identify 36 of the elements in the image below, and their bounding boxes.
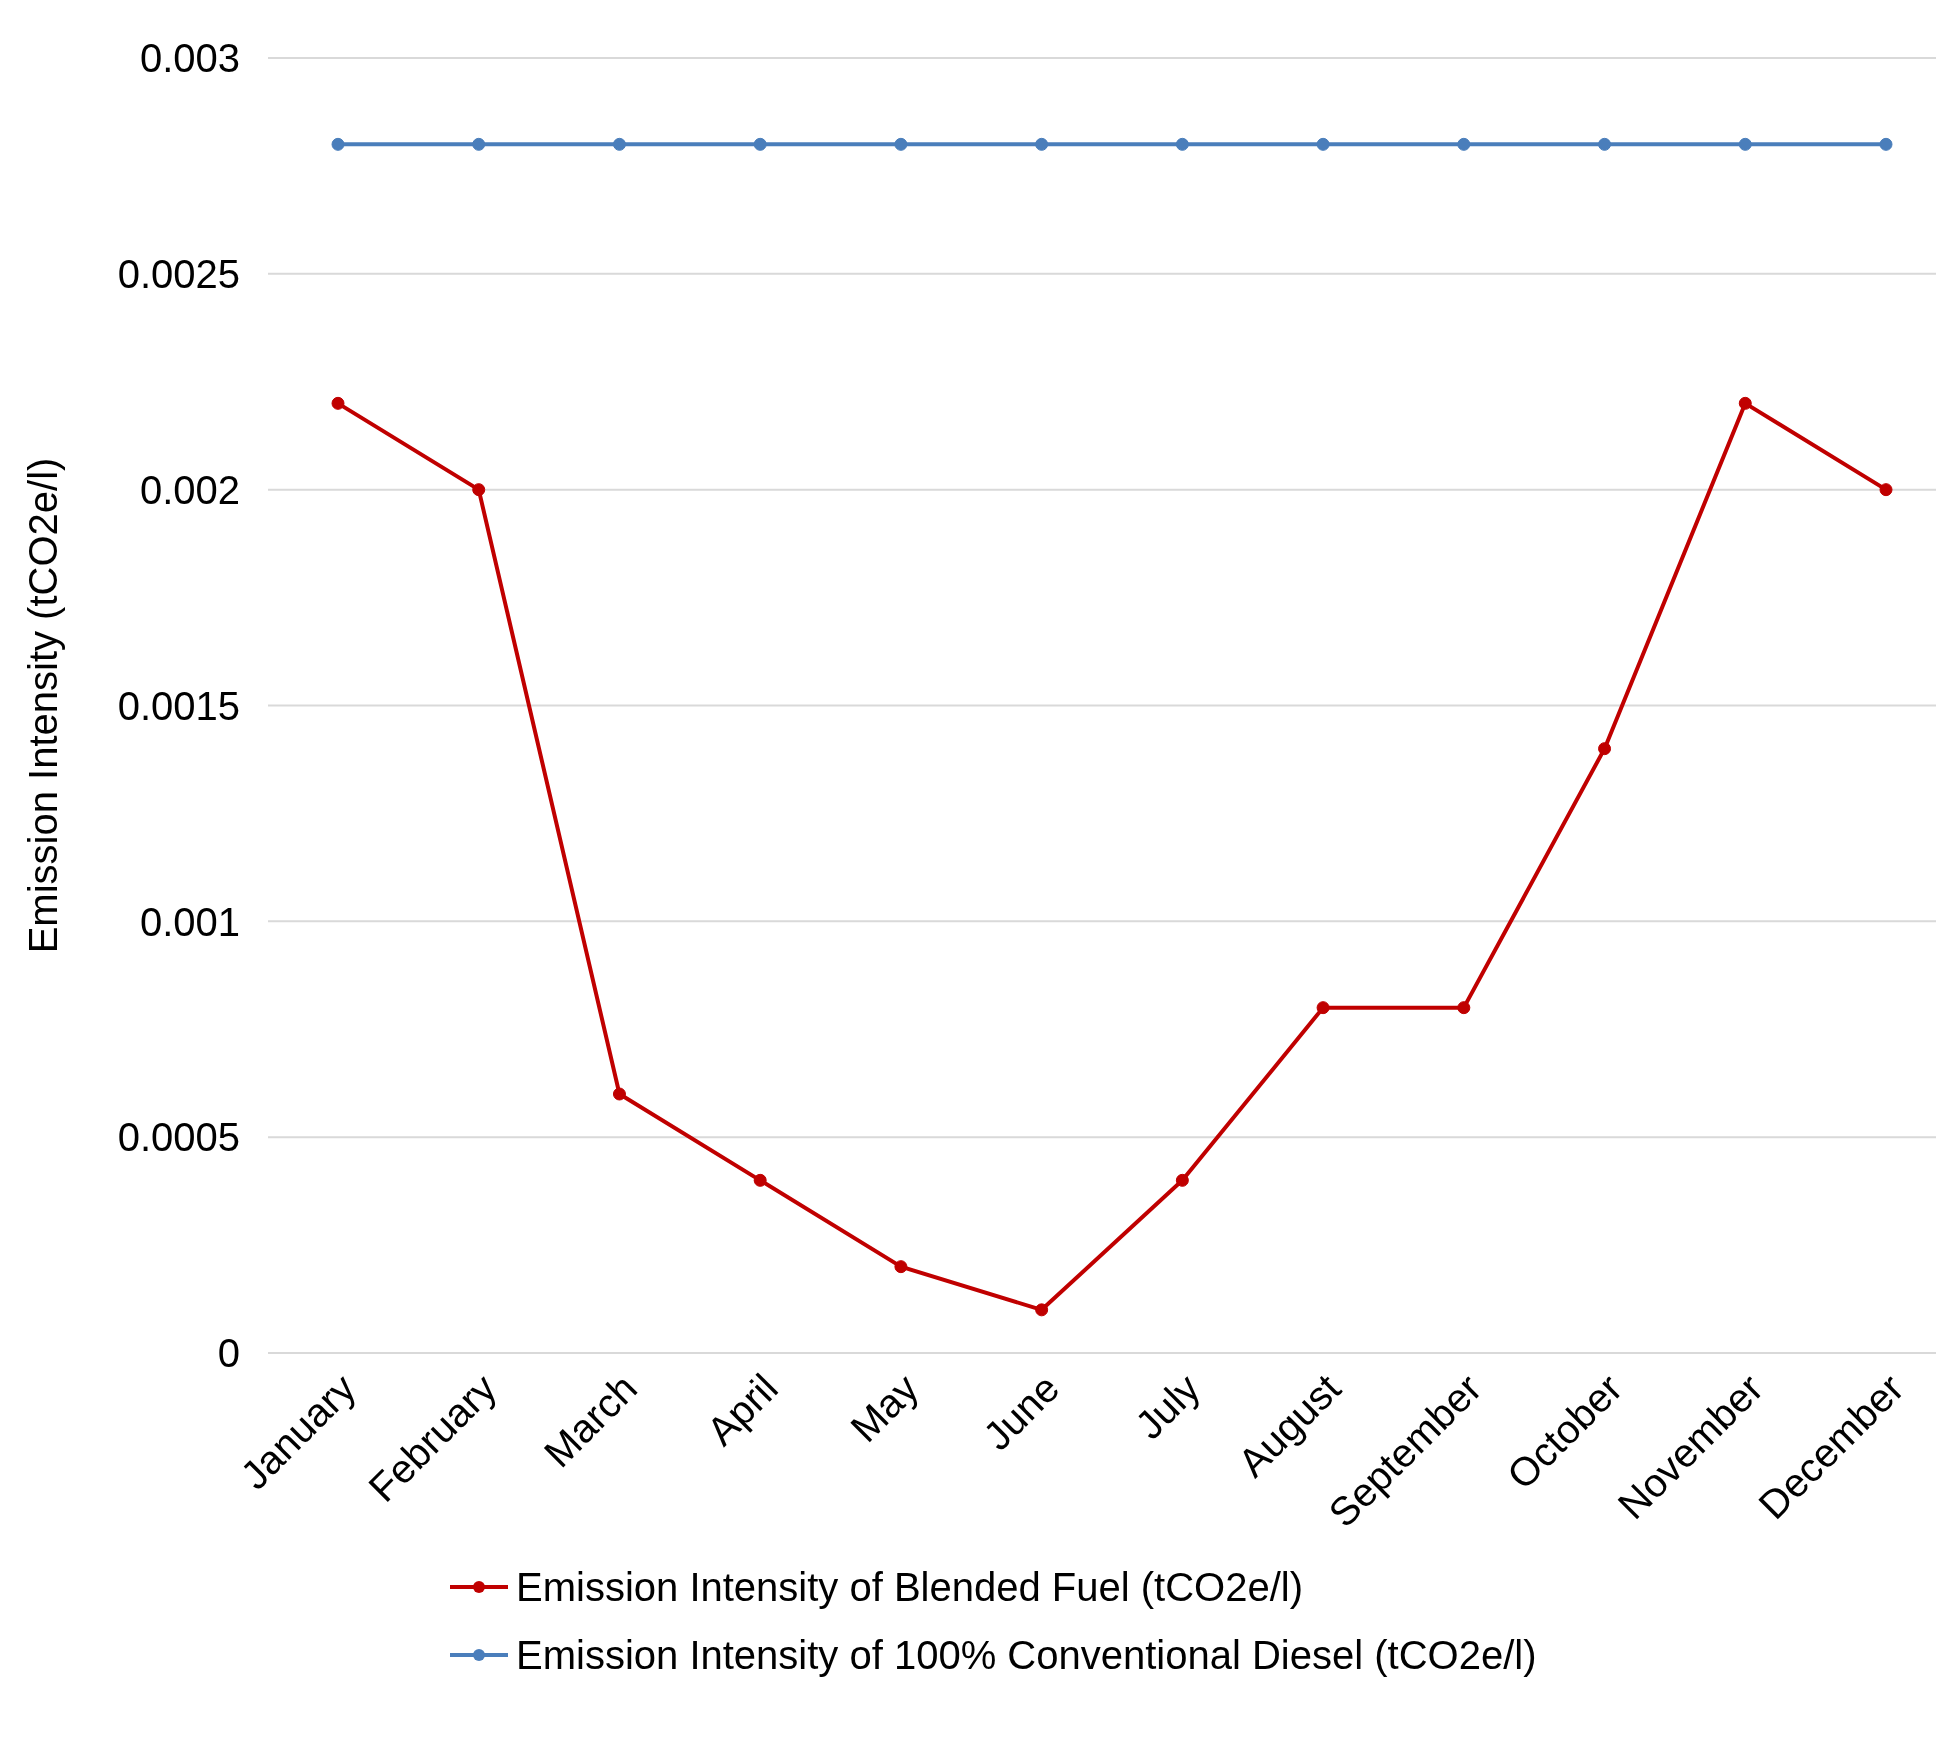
x-tick-label: May — [842, 1365, 927, 1451]
point — [894, 1260, 908, 1274]
point — [331, 137, 345, 151]
point — [753, 137, 767, 151]
y-tick-label: 0 — [217, 1331, 240, 1376]
point — [1598, 742, 1612, 756]
point — [472, 137, 486, 151]
y-tick-label: 0.0015 — [117, 683, 240, 728]
point — [1175, 1173, 1189, 1187]
point — [1035, 137, 1049, 151]
point — [1879, 483, 1893, 497]
x-tick-label: July — [1126, 1365, 1209, 1448]
legend-label: Emission Intensity of Blended Fuel (tCO2e/l) — [516, 1564, 1304, 1610]
point — [753, 1173, 767, 1187]
point — [1738, 396, 1752, 410]
point — [1316, 137, 1330, 151]
point — [612, 137, 626, 151]
point — [1598, 137, 1612, 151]
y-tick-label: 0.002 — [139, 467, 240, 512]
y-tick-label: 0.0005 — [117, 1115, 240, 1160]
y-axis-title: Emission Intensity (tCO2e/l) — [21, 457, 66, 954]
point — [331, 396, 345, 410]
legend-label: Emission Intensity of 100% Conventional Diesel (tCO2e/l) — [516, 1632, 1537, 1678]
point — [1457, 137, 1471, 151]
point — [1457, 1001, 1471, 1015]
point — [894, 137, 908, 151]
y-tick-label: 0.003 — [139, 36, 240, 81]
point — [1316, 1001, 1330, 1015]
point — [1035, 1303, 1049, 1317]
point — [472, 483, 486, 497]
point — [1738, 137, 1752, 151]
y-tick-label: 0.0025 — [117, 252, 240, 297]
point — [1175, 137, 1189, 151]
y-tick-label: 0.001 — [139, 899, 240, 944]
point — [612, 1087, 626, 1101]
point — [1879, 137, 1893, 151]
